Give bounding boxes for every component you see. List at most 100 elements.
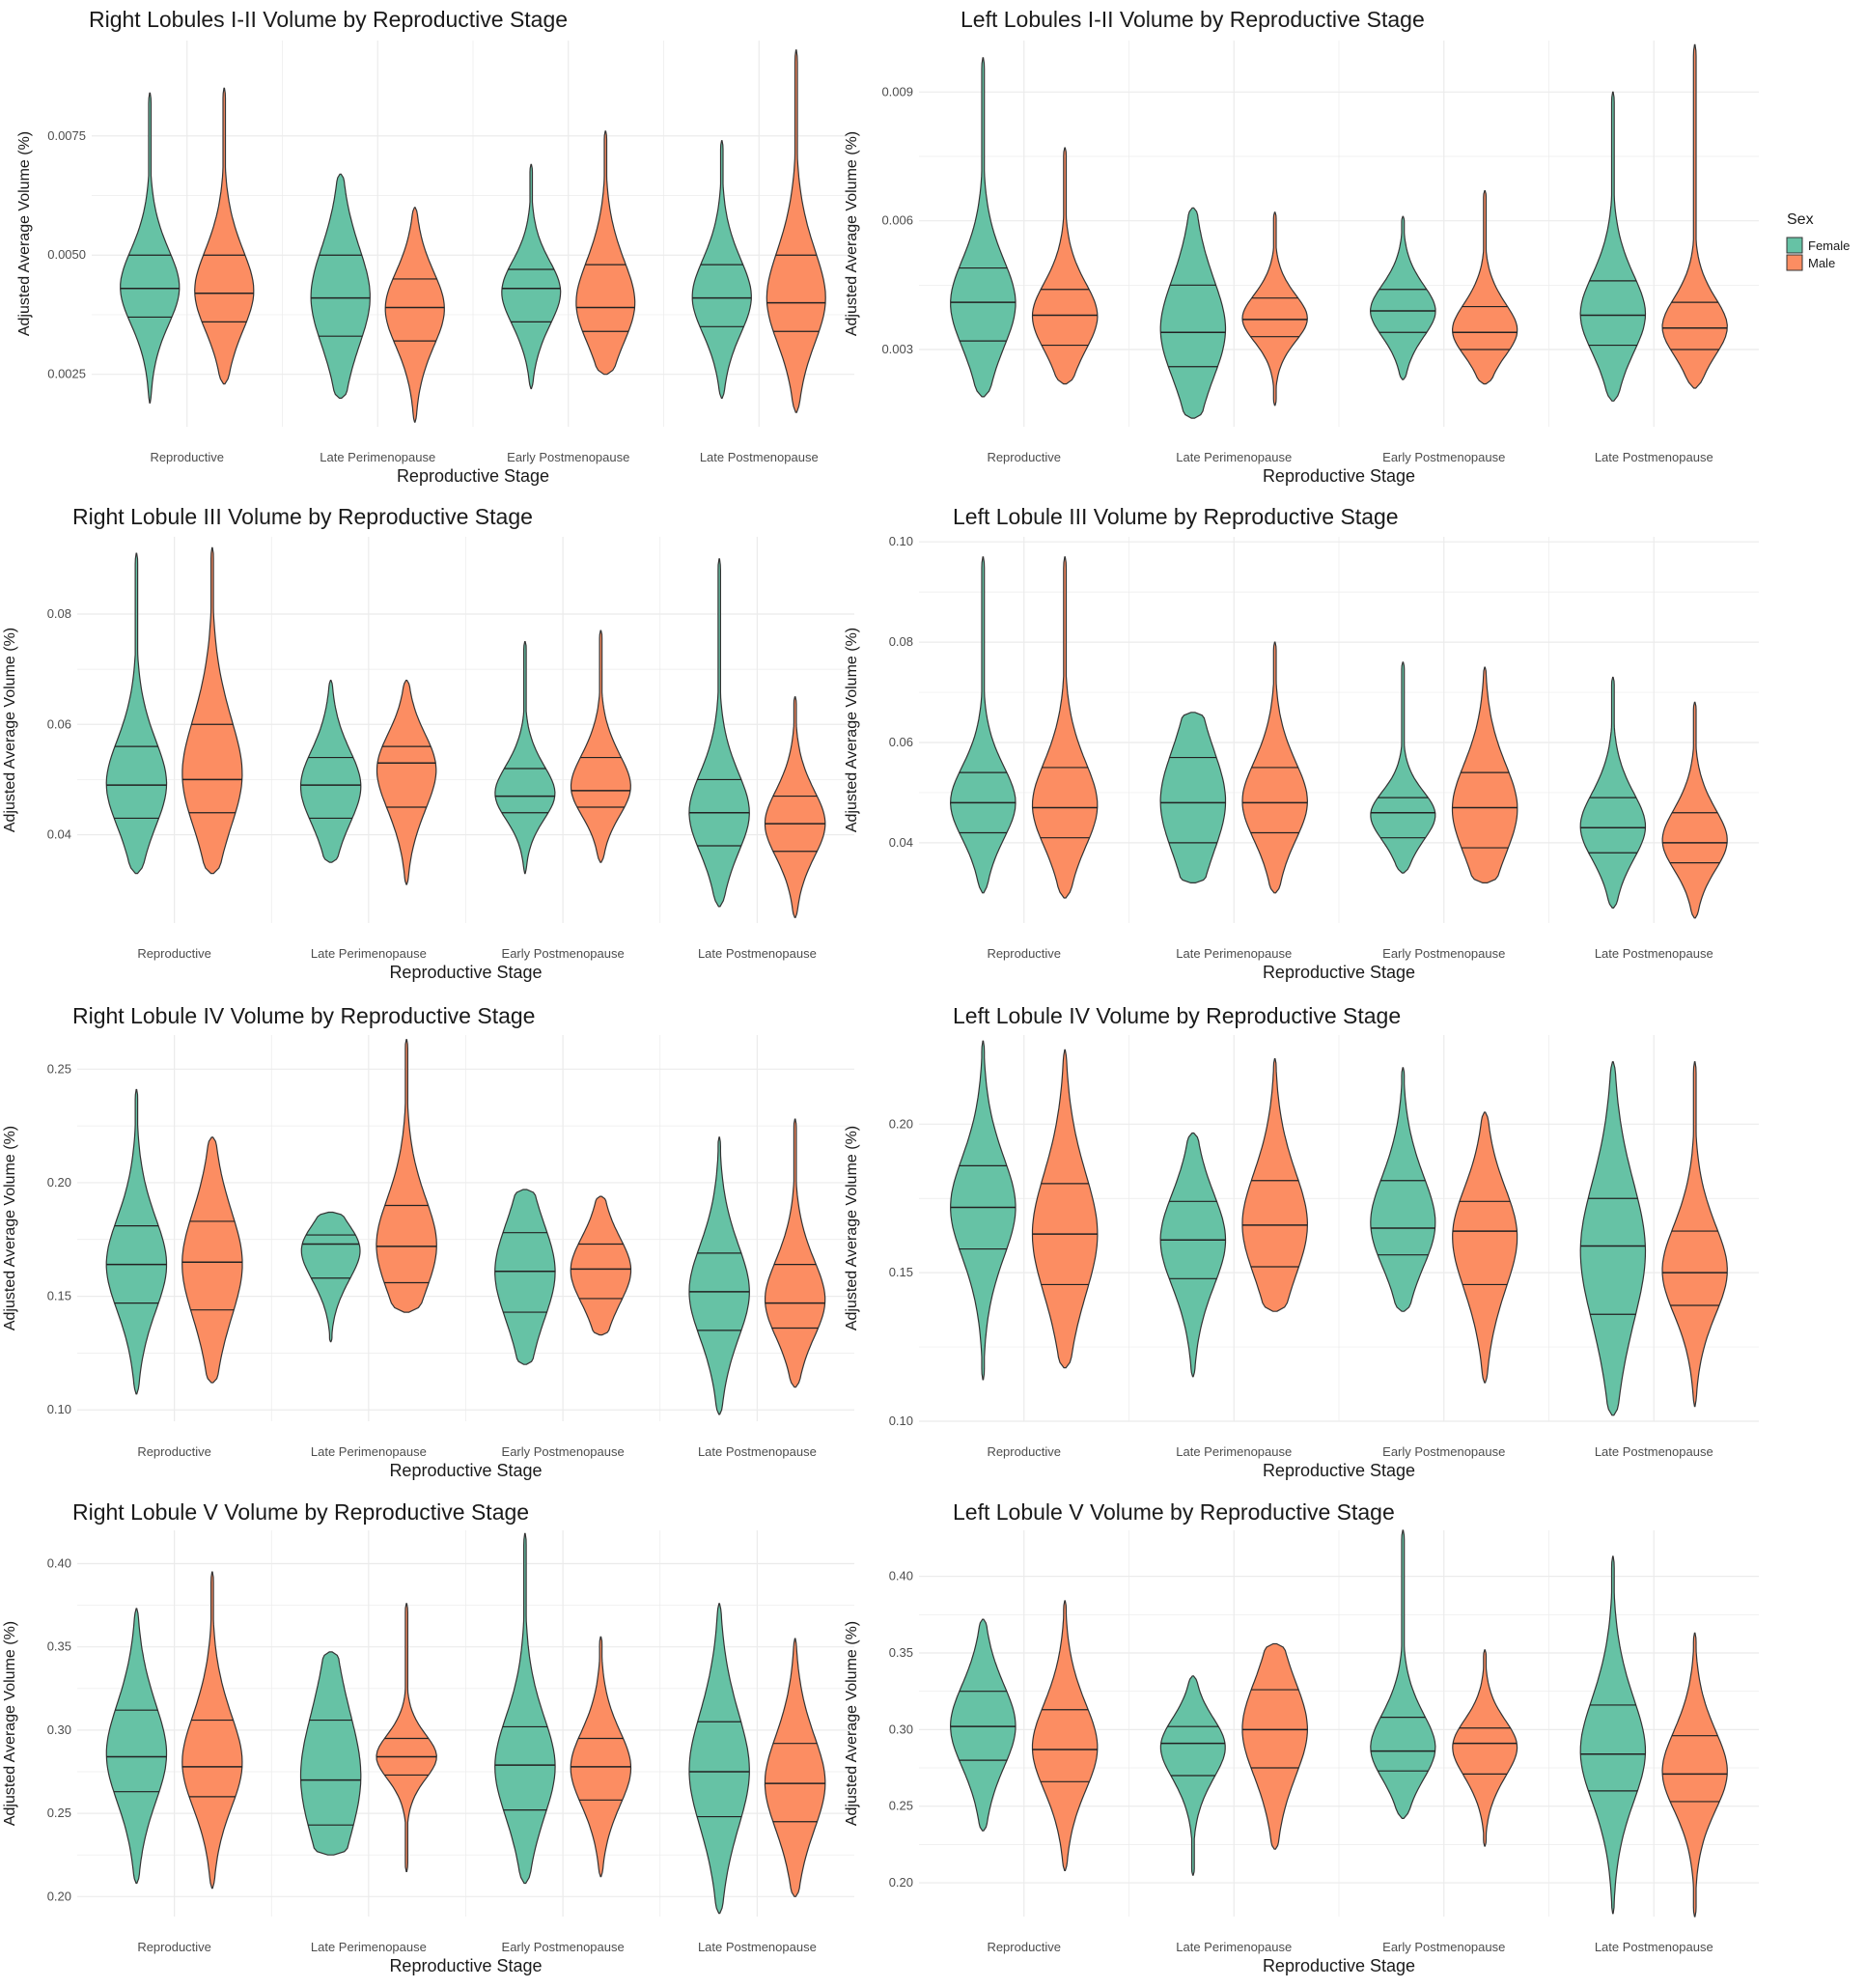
- violin-male-early-postmenopause: [575, 130, 636, 376]
- violin-male-reproductive: [1031, 147, 1099, 385]
- y-tick-label: 0.25: [889, 1799, 913, 1813]
- violin-male-reproductive: [1031, 1600, 1099, 1871]
- violin-female-early-postmenopause: [501, 163, 562, 390]
- chart-panel-2: Left Lobules I-II Volume by Reproductive…: [844, 7, 1759, 486]
- violin-male-reproductive: [194, 87, 255, 385]
- x-axis-title: Reproductive Stage: [1263, 1461, 1415, 1480]
- x-tick-label-early-postmenopause: Early Postmenopause: [1382, 1444, 1505, 1459]
- violin-male-late-perimenopause: [376, 1039, 437, 1313]
- y-tick-label: 0.20: [889, 1116, 913, 1131]
- chart-title: Right Lobule III Volume by Reproductive …: [72, 504, 533, 529]
- y-tick-label: 0.06: [47, 716, 71, 731]
- violin-male-late-postmenopause: [765, 1118, 826, 1388]
- violin-male-early-postmenopause: [570, 1636, 632, 1878]
- y-tick-label: 0.10: [47, 1402, 71, 1416]
- x-tick-label-late-postmenopause: Late Postmenopause: [1595, 946, 1713, 961]
- violin-female-reproductive: [950, 1040, 1017, 1381]
- y-tick-label: 0.15: [47, 1289, 71, 1303]
- violin-male-late-perimenopause: [1241, 211, 1308, 406]
- violin-male-late-postmenopause: [1661, 43, 1728, 389]
- violin-female-late-perimenopause: [310, 173, 371, 399]
- violin-female-reproductive: [120, 92, 181, 404]
- y-tick-label: 0.0075: [47, 128, 86, 143]
- y-axis-title: Adjusted Average Volume (%): [2, 1621, 18, 1826]
- violin-female-early-postmenopause: [1369, 215, 1436, 380]
- x-axis-title: Reproductive Stage: [397, 466, 549, 486]
- y-tick-label: 0.25: [47, 1061, 71, 1076]
- violin-male-reproductive: [1031, 556, 1099, 899]
- violin-male-late-perimenopause: [1241, 1642, 1309, 1850]
- y-tick-label: 0.003: [881, 342, 913, 356]
- violin-female-late-postmenopause: [1579, 91, 1647, 402]
- violin-male-reproductive: [181, 1136, 243, 1384]
- violin-female-late-perimenopause: [1159, 1132, 1227, 1378]
- y-tick-label: 0.20: [47, 1175, 71, 1190]
- violin-female-reproductive: [949, 556, 1017, 894]
- violin-male-late-postmenopause: [1661, 1061, 1728, 1408]
- x-axis-title: Reproductive Stage: [1263, 1956, 1415, 1975]
- x-tick-label-late-perimenopause: Late Perimenopause: [311, 1444, 427, 1459]
- violin-female-early-postmenopause: [1370, 661, 1436, 874]
- violin-male-late-perimenopause: [384, 207, 445, 423]
- x-tick-label-early-postmenopause: Early Postmenopause: [502, 946, 625, 961]
- violin-female-late-postmenopause: [1579, 676, 1647, 909]
- chart-title: Left Lobule III Volume by Reproductive S…: [953, 504, 1399, 529]
- violin-female-late-perimenopause: [299, 1651, 362, 1856]
- y-tick-label: 0.35: [47, 1639, 71, 1654]
- y-tick-label: 0.08: [889, 634, 913, 649]
- y-tick-label: 0.006: [881, 213, 913, 228]
- x-tick-label-reproductive: Reproductive: [150, 450, 224, 464]
- y-axis-title: Adjusted Average Volume (%): [844, 628, 860, 832]
- x-tick-label-late-perimenopause: Late Perimenopause: [1176, 1444, 1292, 1459]
- violin-female-late-postmenopause: [1579, 1555, 1647, 1915]
- x-tick-label-early-postmenopause: Early Postmenopause: [502, 1940, 625, 1954]
- y-axis-title: Adjusted Average Volume (%): [844, 1621, 860, 1826]
- x-tick-label-late-perimenopause: Late Perimenopause: [1176, 450, 1292, 464]
- y-tick-label: 0.08: [47, 606, 71, 621]
- y-axis-title: Adjusted Average Volume (%): [16, 131, 33, 336]
- chart-panel-7: Right Lobule V Volume by Reproductive St…: [2, 1499, 854, 1975]
- x-tick-label-early-postmenopause: Early Postmenopause: [507, 450, 629, 464]
- y-tick-label: 0.0050: [47, 247, 86, 262]
- violin-female-late-postmenopause: [691, 140, 752, 399]
- violin-female-late-postmenopause: [1579, 1061, 1647, 1416]
- violin-male-late-perimenopause: [1241, 1058, 1309, 1312]
- y-axis-title: Adjusted Average Volume (%): [844, 131, 860, 336]
- x-tick-label-reproductive: Reproductive: [137, 1444, 211, 1459]
- x-tick-label-early-postmenopause: Early Postmenopause: [1382, 946, 1505, 961]
- chart-panel-5: Right Lobule IV Volume by Reproductive S…: [2, 1003, 854, 1480]
- y-tick-label: 0.40: [47, 1555, 71, 1570]
- x-tick-label-late-postmenopause: Late Postmenopause: [698, 1940, 817, 1954]
- legend-title: Sex: [1787, 211, 1814, 228]
- y-axis-title: Adjusted Average Volume (%): [844, 1126, 860, 1330]
- y-tick-label: 0.20: [47, 1889, 71, 1903]
- violin-male-late-perimenopause: [376, 1603, 437, 1872]
- x-tick-label-late-perimenopause: Late Perimenopause: [1176, 946, 1292, 961]
- y-axis-title: Adjusted Average Volume (%): [2, 1126, 18, 1330]
- y-tick-label: 0.35: [889, 1645, 913, 1660]
- violin-female-early-postmenopause: [1370, 1529, 1436, 1819]
- violin-male-early-postmenopause: [1452, 1649, 1518, 1847]
- violin-male-early-postmenopause: [570, 1195, 632, 1336]
- violin-male-reproductive: [1031, 1049, 1099, 1369]
- chart-title: Right Lobules I-II Volume by Reproductiv…: [89, 7, 568, 32]
- violin-male-reproductive: [181, 546, 243, 875]
- violin-female-early-postmenopause: [1370, 1067, 1436, 1312]
- x-axis-title: Reproductive Stage: [1263, 466, 1415, 486]
- y-tick-label: 0.04: [47, 827, 71, 842]
- x-tick-label-reproductive: Reproductive: [137, 1940, 211, 1954]
- violin-female-early-postmenopause: [494, 641, 556, 875]
- violin-female-late-postmenopause: [688, 1603, 750, 1915]
- violin-male-late-postmenopause: [764, 1638, 826, 1897]
- chart-panel-3: Right Lobule III Volume by Reproductive …: [2, 504, 854, 982]
- x-tick-label-late-perimenopause: Late Perimenopause: [311, 1940, 427, 1954]
- violin-male-reproductive: [181, 1571, 243, 1890]
- violin-female-late-perimenopause: [300, 1211, 361, 1343]
- y-tick-label: 0.15: [889, 1265, 913, 1279]
- legend-key-male: [1786, 254, 1803, 271]
- legend-label-male: Male: [1808, 256, 1835, 270]
- violin-male-late-postmenopause: [764, 696, 826, 918]
- x-tick-label-reproductive: Reproductive: [987, 946, 1061, 961]
- y-tick-label: 0.10: [889, 534, 913, 548]
